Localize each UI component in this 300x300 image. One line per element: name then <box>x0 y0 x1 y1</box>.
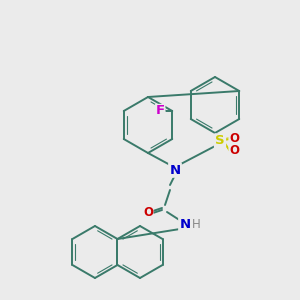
Text: S: S <box>215 134 225 148</box>
Text: N: N <box>169 164 181 176</box>
Text: H: H <box>192 218 200 232</box>
Text: O: O <box>229 145 239 158</box>
Text: O: O <box>229 133 239 146</box>
Text: N: N <box>179 218 191 232</box>
Text: O: O <box>143 206 153 220</box>
Text: F: F <box>156 104 165 118</box>
